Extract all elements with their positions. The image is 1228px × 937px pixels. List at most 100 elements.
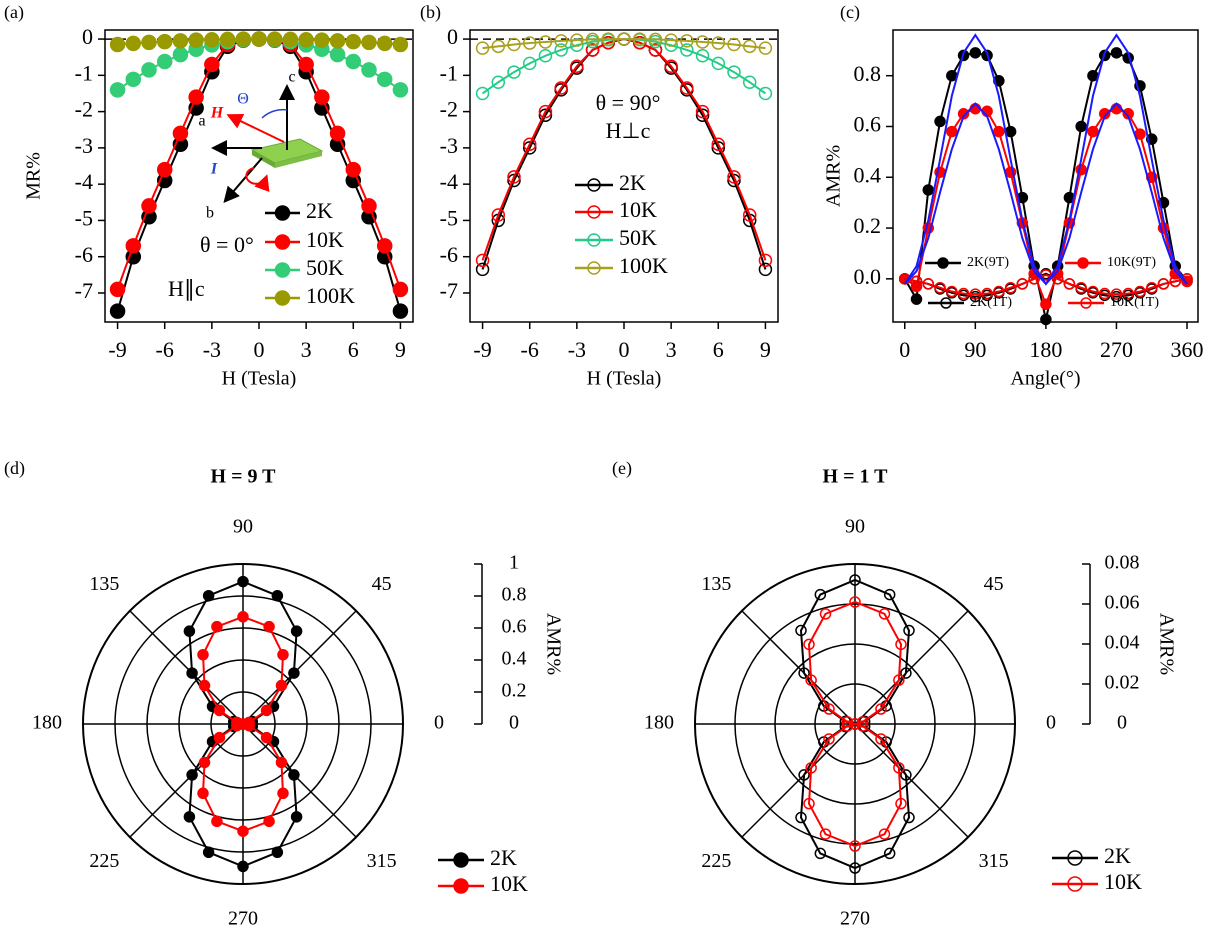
- data-point: [204, 56, 220, 73]
- b-axis-arrow: [223, 157, 263, 204]
- data-point: [632, 32, 647, 46]
- chart-title: H = 9 T: [211, 466, 277, 488]
- angle-label: 225: [701, 850, 731, 872]
- y-tick-label: -4: [440, 169, 458, 194]
- data-point: [1075, 120, 1087, 133]
- data-point: [711, 56, 726, 71]
- data-point: [823, 733, 835, 745]
- data-point: [856, 720, 869, 732]
- data-point: [109, 36, 126, 53]
- data-point: [1145, 281, 1158, 294]
- data-point: [849, 718, 861, 730]
- y-tick-label: 0.8: [854, 61, 882, 86]
- sample-edge: [275, 151, 322, 168]
- y-tick-label: -5: [440, 205, 458, 230]
- data-point: [883, 847, 896, 860]
- data-point: [695, 35, 710, 49]
- angle-label: 90: [845, 516, 865, 538]
- data-point: [849, 574, 861, 586]
- data-point: [711, 36, 726, 50]
- data-point: [277, 787, 289, 800]
- legend-label: 100K: [306, 283, 355, 308]
- series-line: [904, 272, 1188, 298]
- legend-label: 10K: [490, 871, 528, 896]
- data-point: [803, 797, 815, 810]
- data-point: [1087, 69, 1099, 82]
- data-point: [727, 170, 741, 184]
- spoke: [129, 723, 244, 838]
- series-line: [807, 600, 903, 848]
- data-point: [570, 33, 584, 47]
- y-tick-label: -7: [440, 278, 458, 303]
- annotation: θ = 0°: [200, 232, 254, 257]
- annotation: H⊥c: [606, 118, 651, 143]
- data-point: [1087, 125, 1099, 138]
- x-tick-label: 3: [666, 337, 677, 362]
- data-point: [260, 704, 273, 717]
- r-tick-label: 0.04: [1105, 632, 1140, 654]
- data-point: [211, 815, 223, 828]
- data-point: [849, 596, 861, 608]
- x-tick-label: 270: [1100, 337, 1133, 362]
- data-point: [727, 37, 741, 52]
- data-point: [211, 620, 223, 633]
- data-point: [219, 31, 236, 48]
- y-axis-label: AMR%: [823, 145, 845, 207]
- data-point: [758, 253, 773, 268]
- data-point: [922, 278, 935, 290]
- data-point: [758, 41, 773, 55]
- panel: (d) H = 9 T 0 0.2 0.4 0.6 0.8 1 AMR% 0 45 90 135 180 2…: [4, 458, 564, 929]
- x-tick-label: -6: [156, 337, 174, 362]
- r-axis-label: AMR%: [542, 613, 564, 675]
- annotation: b: [206, 205, 214, 222]
- legend-label: 10K(9T): [1107, 255, 1156, 270]
- panel: (e) H = 1 T 0 0.02 0.04 0.06 0.08 AMR% 0 45 90 135 1…: [612, 458, 1177, 929]
- data-point: [491, 39, 506, 54]
- data-point: [849, 862, 861, 874]
- data-point: [934, 115, 946, 128]
- y-tick-label: -6: [75, 242, 93, 267]
- data-point: [1169, 275, 1182, 288]
- legend-marker: [274, 262, 291, 278]
- data-point: [585, 43, 600, 57]
- data-point: [875, 733, 887, 745]
- data-point: [329, 33, 346, 49]
- data-point: [841, 720, 854, 732]
- data-point: [934, 281, 946, 294]
- data-point: [251, 31, 267, 47]
- data-point: [109, 281, 126, 298]
- data-point: [895, 638, 907, 651]
- y-tick-label: -2: [440, 97, 458, 122]
- data-point: [271, 589, 284, 602]
- data-point: [903, 811, 915, 824]
- spoke: [854, 610, 969, 725]
- x-tick-label: 360: [1171, 337, 1204, 362]
- y-tick-label: -4: [75, 169, 93, 194]
- y-tick-label: 0: [447, 24, 458, 49]
- r-tick-label: 0.06: [1105, 592, 1140, 614]
- legend-marker: [1067, 850, 1083, 866]
- legend-marker: [937, 257, 949, 269]
- annotation: H: [210, 105, 224, 122]
- data-point: [361, 198, 377, 214]
- data-point: [109, 82, 126, 98]
- data-point: [742, 75, 757, 89]
- y-tick-label: 0.6: [854, 112, 882, 137]
- data-point: [213, 731, 226, 744]
- data-point: [742, 208, 757, 222]
- angle-label: 45: [984, 573, 1004, 595]
- data-point: [878, 608, 891, 620]
- data-point: [202, 589, 215, 602]
- legend-marker: [587, 261, 601, 275]
- data-point: [993, 285, 1005, 298]
- panel-label: (a): [4, 2, 24, 23]
- annotation: a: [198, 113, 205, 130]
- data-point: [895, 797, 907, 810]
- data-point: [392, 303, 409, 319]
- angle-label: 315: [979, 850, 1009, 872]
- data-point: [522, 36, 537, 50]
- data-point: [711, 141, 726, 155]
- data-point: [198, 679, 211, 692]
- x-tick-label: 180: [1029, 337, 1062, 362]
- data-point: [1134, 285, 1146, 298]
